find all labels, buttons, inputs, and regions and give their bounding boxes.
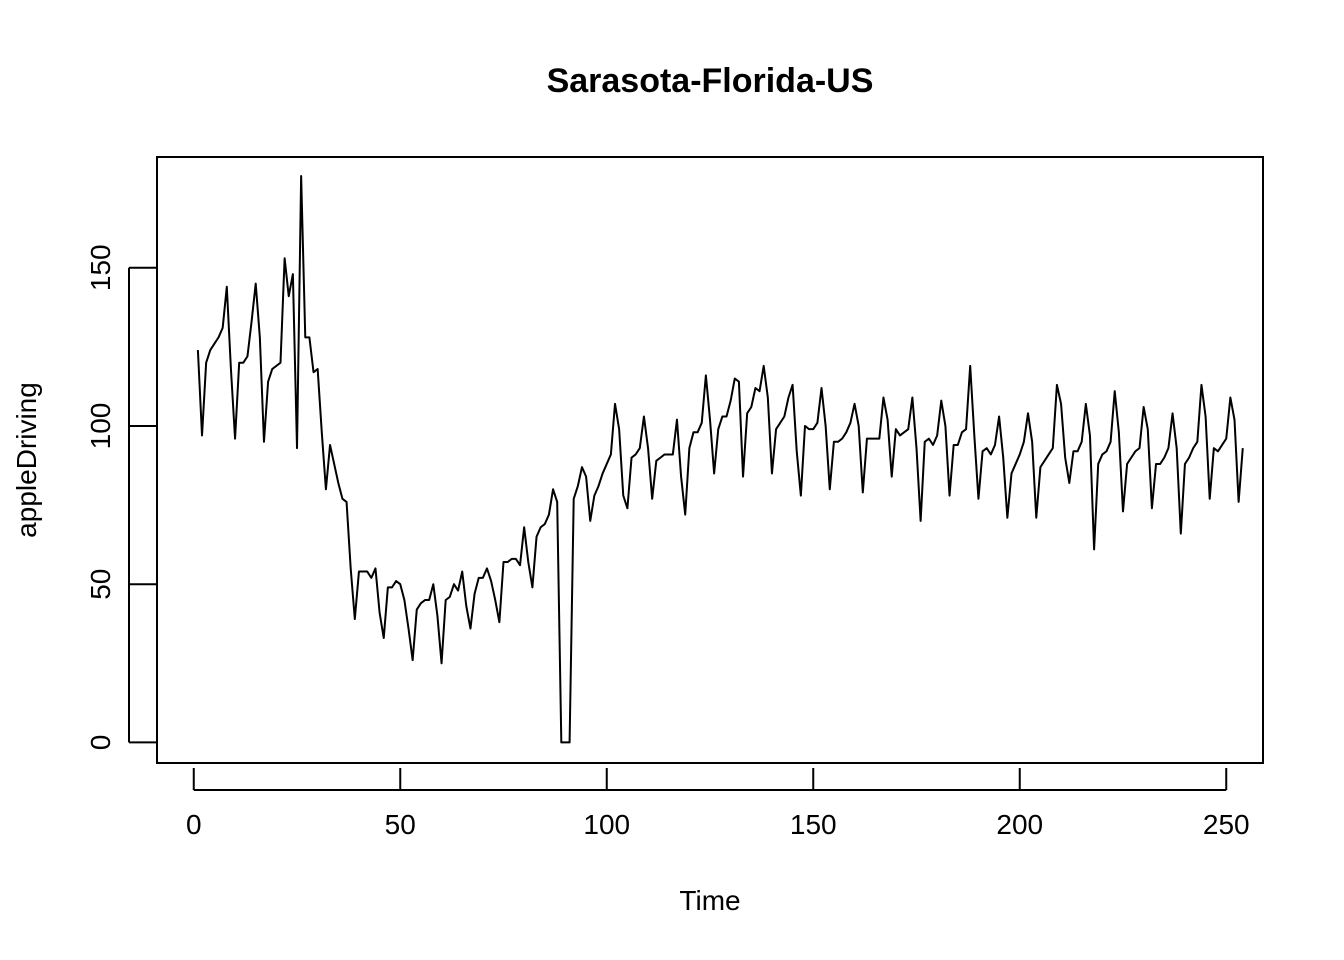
plot-frame xyxy=(156,156,1264,764)
x-tick-label: 100 xyxy=(583,809,630,840)
x-axis: 0 50 100 150 200 250 xyxy=(186,768,1250,840)
y-tick-label: 0 xyxy=(85,735,116,751)
y-tick-label: 100 xyxy=(85,403,116,450)
y-axis: 0 50 100 150 xyxy=(85,244,157,750)
series-line-appleDriving xyxy=(196,174,1244,744)
x-tick-label: 250 xyxy=(1203,809,1250,840)
x-tick-label: 200 xyxy=(996,809,1043,840)
y-tick-label: 150 xyxy=(85,244,116,291)
chart-title: Sarasota-Florida-US xyxy=(547,62,874,100)
y-axis-label: appleDriving xyxy=(11,382,42,538)
x-tick-label: 50 xyxy=(385,809,416,840)
y-tick-label: 50 xyxy=(85,569,116,600)
x-tick-label: 150 xyxy=(790,809,837,840)
x-tick-label: 0 xyxy=(186,809,202,840)
x-axis-label: Time xyxy=(679,885,740,916)
